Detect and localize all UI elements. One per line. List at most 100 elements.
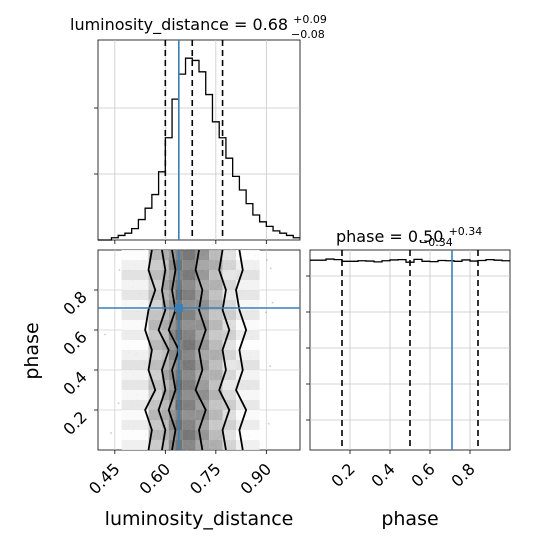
density-cell (161, 310, 169, 320)
density-cell (182, 300, 196, 310)
x-tick-label: 0.45 (85, 459, 124, 498)
density-cell (168, 310, 176, 320)
density-cell (209, 380, 223, 390)
density-cell (168, 390, 176, 400)
density-cell (161, 410, 169, 420)
density-cell (236, 440, 260, 450)
y-tick-label: 0.6 (59, 327, 90, 358)
quantile-lines (341, 250, 479, 450)
density-cell (182, 320, 196, 330)
density-cell (209, 420, 223, 430)
contour-line (218, 249, 231, 451)
density-cell (161, 280, 169, 290)
density-cell (236, 420, 260, 430)
density-cell (236, 330, 260, 340)
density-cell (148, 380, 162, 390)
density-cell (236, 290, 260, 300)
density-cell (168, 410, 176, 420)
density-cell (222, 250, 237, 260)
density-cell (195, 350, 210, 360)
scatter-point (269, 267, 272, 270)
density-cell (148, 410, 162, 420)
density-cell (148, 390, 162, 400)
density-cell (182, 370, 196, 380)
density-cell (222, 290, 237, 300)
density-cell (222, 420, 237, 430)
contour-line (157, 249, 170, 451)
density-cell (195, 300, 210, 310)
panel-phase-hist: 0.2 0.4 0.6 0.8 phase = 0.50 +0.34 −0.34 ph… (306, 225, 511, 530)
density-cell (161, 400, 169, 410)
panel-lumdist-hist: luminosity_distance = 0.68 +0.09 −0.08 (70, 13, 327, 244)
density-cell (148, 290, 162, 300)
histogram-steps (98, 57, 300, 241)
density-cell (209, 270, 223, 280)
density-cell (182, 350, 196, 360)
density-cell (236, 370, 260, 380)
density-cell (121, 300, 149, 310)
density-cell (148, 270, 162, 280)
density-cell (121, 410, 149, 420)
density-cell (168, 350, 176, 360)
density-cell (209, 290, 223, 300)
density-cell (121, 350, 149, 360)
density-cell (209, 300, 223, 310)
y-tick-label: 0.4 (59, 367, 90, 398)
density-cell (236, 270, 260, 280)
density-cell (236, 380, 260, 390)
density-cell (195, 260, 210, 270)
density-cell (222, 320, 237, 330)
x-tick-labels: 0.45 0.60 0.75 0.90 (85, 450, 275, 498)
density-cell (209, 330, 223, 340)
phase-title: phase = 0.50 +0.34 (336, 225, 482, 246)
density-cell (161, 290, 169, 300)
density-cell (236, 400, 260, 410)
density-cell (236, 360, 260, 370)
density-cell (222, 400, 237, 410)
density-cell (161, 320, 169, 330)
density-cell (222, 370, 237, 380)
density-cell (195, 330, 210, 340)
x-axis-label-phase: phase (381, 508, 438, 530)
density-cell (182, 270, 196, 280)
density-cell (222, 380, 237, 390)
density-cell (195, 410, 210, 420)
density-cell (195, 430, 210, 440)
density-cell (209, 350, 223, 360)
contour-line (194, 249, 207, 451)
density-cell (121, 400, 149, 410)
density-cell (182, 400, 196, 410)
density-cell (148, 400, 162, 410)
density-cell (209, 400, 223, 410)
density-cell (195, 380, 210, 390)
density-cell (161, 390, 169, 400)
density-cell (161, 440, 169, 450)
scatter-point (118, 269, 121, 271)
density-cell (148, 420, 162, 430)
density-cell (236, 410, 260, 420)
x-tick-label: 0.6 (407, 459, 438, 490)
density-cell (148, 250, 162, 260)
density-cell (148, 260, 162, 270)
density-cell (195, 310, 210, 320)
density-cell (236, 390, 260, 400)
density-cell (168, 320, 176, 330)
density-cell (121, 390, 149, 400)
density-cell (148, 350, 162, 360)
density-cell (168, 340, 176, 350)
density-cell (148, 340, 162, 350)
density-cell (182, 290, 196, 300)
density-cell (121, 360, 149, 370)
panel-joint: 0.45 0.60 0.75 0.90 0.2 0.4 0.6 0.8 luminosity… (21, 249, 301, 530)
density-cell (182, 280, 196, 290)
density-cell (121, 370, 149, 380)
scatter-point (265, 311, 267, 314)
phase-title-sup: +0.34 (449, 225, 483, 238)
y-tick-label: 0.2 (59, 407, 90, 438)
density-cell (182, 440, 196, 450)
density-cell (209, 260, 223, 270)
density-cell (161, 250, 169, 260)
quantile-lines (164, 40, 224, 240)
density-cell (236, 280, 260, 290)
